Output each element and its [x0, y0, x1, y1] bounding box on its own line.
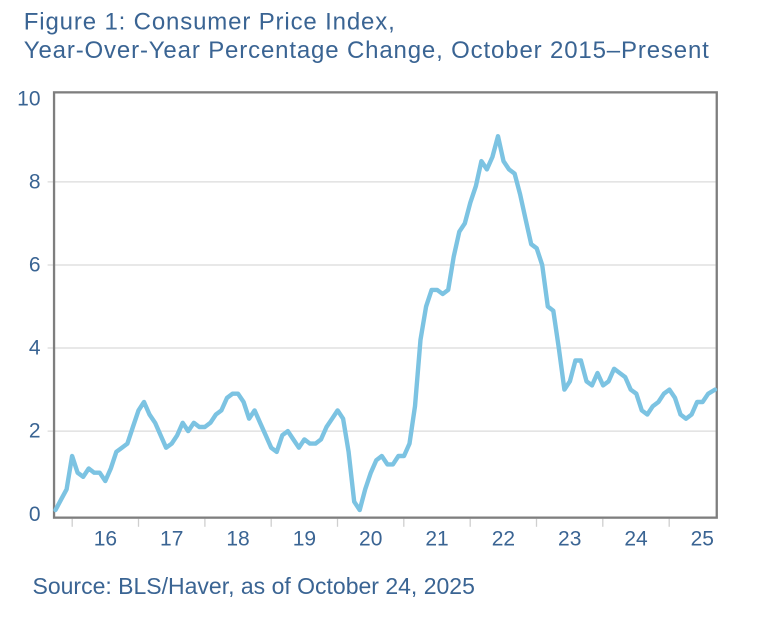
svg-text:22: 22 — [492, 528, 515, 551]
svg-text:20: 20 — [359, 528, 382, 551]
svg-text:18: 18 — [226, 528, 249, 551]
svg-text:6: 6 — [29, 254, 41, 277]
svg-text:23: 23 — [558, 528, 581, 551]
svg-text:16: 16 — [94, 528, 117, 551]
svg-text:4: 4 — [29, 337, 41, 360]
svg-text:Figure 1: Consumer Price Index: Figure 1: Consumer Price Index, — [24, 8, 396, 35]
svg-text:25: 25 — [691, 528, 714, 551]
svg-text:8: 8 — [29, 171, 41, 194]
svg-text:Source: BLS/Haver, as of Octob: Source: BLS/Haver, as of October 24, 202… — [33, 573, 475, 599]
svg-text:24: 24 — [624, 528, 648, 551]
svg-text:10: 10 — [17, 87, 40, 110]
svg-text:21: 21 — [425, 528, 448, 551]
svg-text:0: 0 — [29, 503, 41, 526]
svg-text:Year-Over-Year Percentage Chan: Year-Over-Year Percentage Change, Octobe… — [24, 37, 710, 64]
svg-text:2: 2 — [29, 420, 41, 443]
svg-text:19: 19 — [293, 528, 316, 551]
svg-text:17: 17 — [160, 528, 183, 551]
